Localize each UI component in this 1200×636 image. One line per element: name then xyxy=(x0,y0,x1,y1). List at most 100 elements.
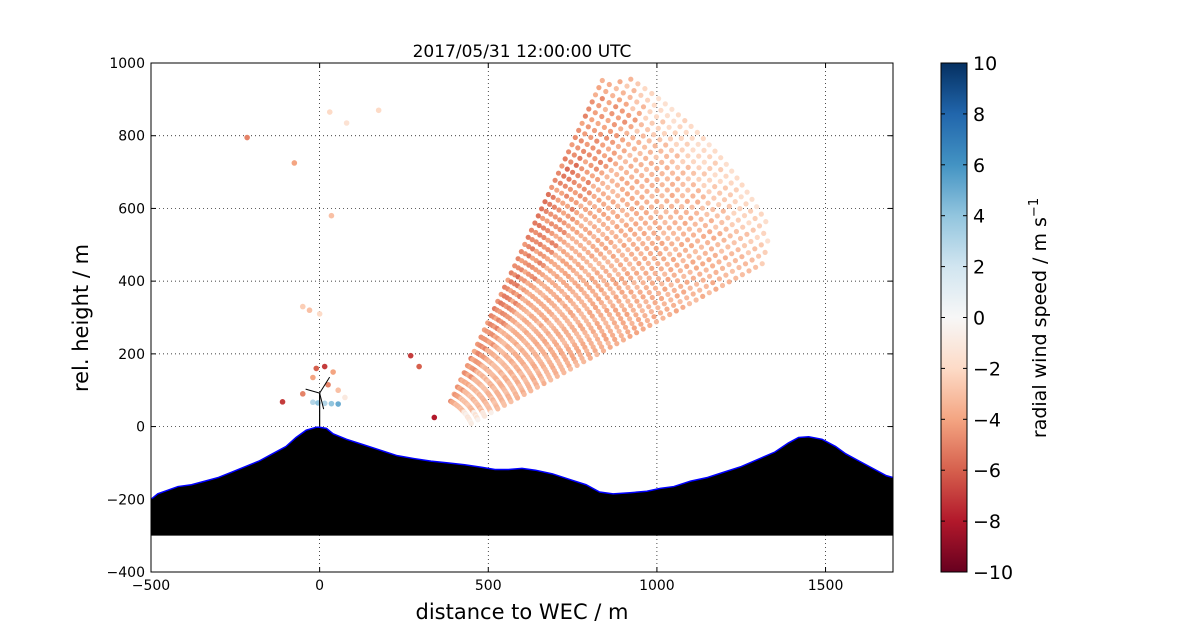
scatter-point xyxy=(667,311,673,318)
colorbar-label: radial wind speed / m s−1 xyxy=(1027,198,1051,438)
scatter-point xyxy=(739,272,746,278)
scatter-point xyxy=(644,188,650,194)
scatter-point xyxy=(556,207,562,213)
scatter-point xyxy=(548,377,554,383)
scatter-point xyxy=(592,279,598,285)
scatter-point xyxy=(706,142,712,148)
scatter-point xyxy=(501,402,507,408)
scatter-point xyxy=(642,220,649,226)
scatter-point xyxy=(610,303,616,309)
scatter-point xyxy=(508,399,514,405)
scatter-point xyxy=(624,201,630,207)
scatter-point xyxy=(605,340,611,346)
scatter-point xyxy=(719,282,726,289)
scatter-point xyxy=(518,249,525,255)
scatter-point xyxy=(659,171,665,177)
scatter-point xyxy=(710,263,716,269)
scatter-point xyxy=(653,245,659,251)
scatter-point xyxy=(745,250,752,256)
scatter-point xyxy=(675,176,681,182)
scatter-point xyxy=(728,180,734,186)
scatter-point xyxy=(629,206,635,212)
scatter-point xyxy=(595,237,601,243)
scatter-point xyxy=(582,159,589,165)
scatter-point xyxy=(685,237,691,243)
scatter-point xyxy=(624,130,630,136)
scatter-point xyxy=(694,281,700,287)
scatter-point xyxy=(645,260,651,266)
scatter-point xyxy=(619,207,626,213)
scatter-point xyxy=(616,97,623,103)
scatter-point xyxy=(542,199,548,205)
y-axis-ticks: −400 −200 0 200 400 600 800 1000 xyxy=(107,56,893,581)
scatter-point xyxy=(604,135,610,141)
scatter-point xyxy=(604,307,610,314)
scatter-point xyxy=(639,265,646,271)
scatter-point xyxy=(646,304,652,310)
scatter-point xyxy=(671,118,677,124)
scatter-point xyxy=(637,275,643,281)
scatter-point xyxy=(680,231,687,237)
wind-turbine-icon xyxy=(305,376,331,427)
scatter-point xyxy=(672,220,678,226)
scatter-point xyxy=(669,170,676,176)
scatter-point xyxy=(685,153,691,159)
scatter-point xyxy=(648,204,655,210)
scatter-point xyxy=(680,159,686,165)
scatter-point xyxy=(607,344,613,350)
scatter-point xyxy=(582,268,588,274)
y-tick-label: −200 xyxy=(107,492,145,508)
scatter-point xyxy=(606,272,613,278)
scatter-point xyxy=(619,186,626,192)
scatter-point xyxy=(682,220,688,226)
scatter-point xyxy=(605,324,611,330)
scatter-point xyxy=(631,146,638,152)
scatter-point xyxy=(742,261,749,267)
scatter-point xyxy=(642,313,648,319)
scatter-point xyxy=(587,210,593,216)
scatter-point xyxy=(590,183,597,189)
scatter-point xyxy=(586,106,592,112)
scatter-point xyxy=(582,113,589,119)
scatter-point xyxy=(749,196,755,202)
scatter-point xyxy=(587,285,593,291)
scatter-point xyxy=(587,355,593,361)
scatter-point xyxy=(636,110,642,116)
scatter-point xyxy=(618,165,624,171)
scatter-point xyxy=(652,270,658,276)
scatter-point xyxy=(612,267,618,273)
scatter-point xyxy=(648,160,654,166)
scatter-point xyxy=(649,120,655,126)
scatter-points xyxy=(244,76,771,427)
scatter-point xyxy=(596,197,602,203)
scatter-point xyxy=(571,152,577,158)
scatter-point xyxy=(599,344,605,350)
scatter-point xyxy=(645,97,651,103)
scatter-point xyxy=(667,251,673,257)
scatter-point xyxy=(576,183,582,189)
scatter-point xyxy=(669,181,676,187)
scatter-point xyxy=(741,243,748,249)
scatter-point xyxy=(644,245,650,252)
scatter-point xyxy=(549,184,555,190)
scatter-point xyxy=(610,139,616,145)
scatter-point xyxy=(674,187,681,193)
x-tick-label: 0 xyxy=(315,578,324,594)
scatter-point xyxy=(581,186,587,192)
scatter-point xyxy=(651,255,657,262)
scatter-point xyxy=(680,170,686,176)
scatter-point xyxy=(711,195,717,201)
scatter-point xyxy=(653,114,660,120)
scatter-point xyxy=(580,277,586,284)
scatter-point xyxy=(605,259,611,265)
scatter-point xyxy=(545,191,552,198)
scatter-point xyxy=(700,135,706,142)
scatter-point xyxy=(658,203,665,210)
scatter-point xyxy=(628,289,634,295)
scatter-point xyxy=(608,167,614,173)
scatter-point xyxy=(690,147,696,153)
scatter-point xyxy=(720,208,726,214)
scatter-point xyxy=(705,200,711,206)
scatter-point xyxy=(589,313,595,319)
scatter-point xyxy=(591,204,598,210)
